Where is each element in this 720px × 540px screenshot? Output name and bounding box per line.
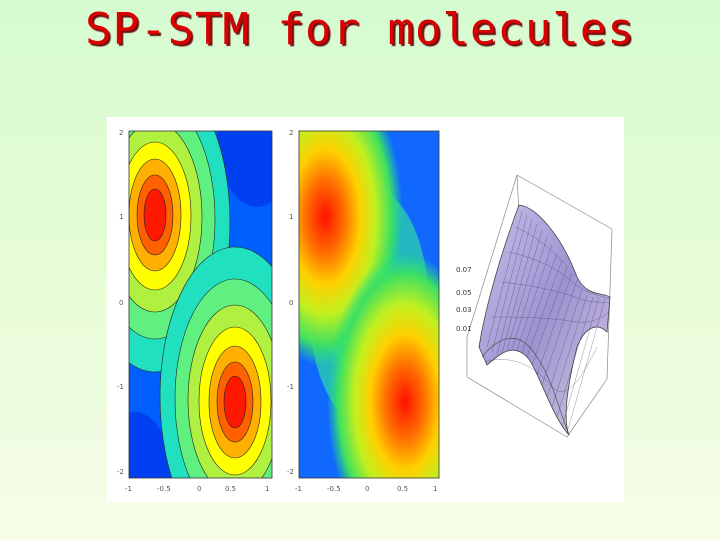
density-ytick: 2 [289, 129, 293, 137]
stm-figure: 2 1 0 -1 -2 -1 -0.5 0 0.5 1 [107, 117, 624, 502]
surface-ztick: 0.01 [456, 325, 472, 333]
density-xtick: -0.5 [327, 485, 341, 493]
density-xtick: 1 [433, 485, 437, 493]
contour-xtick: 1 [265, 485, 269, 493]
slide-title: SP-STM for molecules [85, 4, 635, 55]
surface-ztick: 0.07 [456, 266, 472, 274]
contour-ytick: 1 [119, 213, 123, 221]
density-ytick: 0 [289, 299, 293, 307]
contour-ytick: -1 [117, 383, 124, 391]
contour-xtick: 0.5 [225, 485, 236, 493]
contour-ytick: 0 [119, 299, 123, 307]
density-xtick: 0.5 [397, 485, 408, 493]
density-ytick: 1 [289, 213, 293, 221]
contour-panel: 2 1 0 -1 -2 -1 -0.5 0 0.5 1 [117, 129, 273, 493]
surface-ztick: 0.03 [456, 306, 472, 314]
density-xtick: 0 [365, 485, 369, 493]
density-ytick: -2 [287, 468, 294, 476]
contour-ytick: 2 [119, 129, 123, 137]
contour-xtick: -0.5 [157, 485, 171, 493]
density-xtick: -1 [295, 485, 302, 493]
contour-ytick: -2 [117, 468, 124, 476]
density-ytick: -1 [287, 383, 294, 391]
contour-xtick: -1 [125, 485, 132, 493]
surface-ztick: 0.05 [456, 289, 472, 297]
contour-xtick: 0 [197, 485, 201, 493]
density-panel: 2 1 0 -1 -2 -1 -0.5 0 0.5 1 [287, 129, 440, 493]
surface-panel: 0.07 0.05 0.03 0.01 [456, 174, 613, 438]
